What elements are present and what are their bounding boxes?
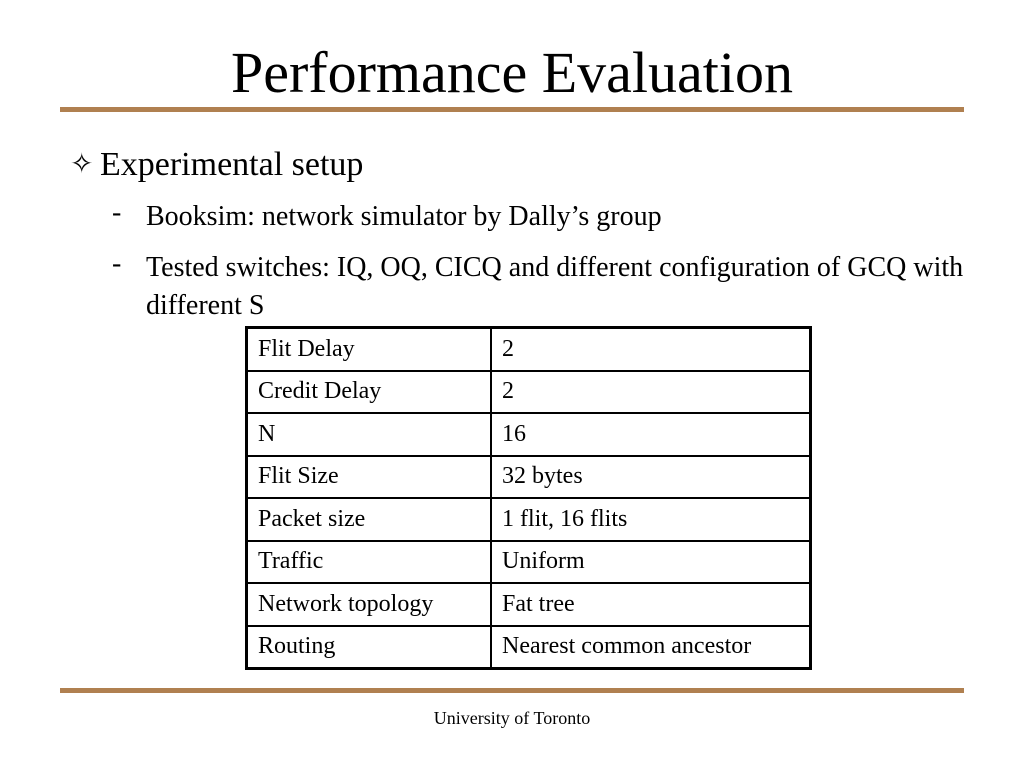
dash-marker: - — [112, 248, 122, 279]
sub-bullet-text: Booksim: network simulator by Dally’s gr… — [146, 201, 662, 232]
table-row: Packet size 1 flit, 16 flits — [245, 497, 812, 542]
top-divider — [60, 107, 964, 112]
param-cell: Traffic — [245, 539, 492, 584]
param-cell: Flit Size — [245, 454, 492, 499]
value-cell: 32 bytes — [490, 454, 812, 499]
value-cell: 2 — [490, 369, 812, 414]
value-cell: 16 — [490, 412, 812, 457]
param-cell: Flit Delay — [245, 326, 492, 372]
table-row: Traffic Uniform — [245, 539, 812, 584]
value-cell: Uniform — [490, 539, 812, 584]
param-cell: Packet size — [245, 497, 492, 542]
sub-bullet-text: Tested switches: IQ, OQ, CICQ and differ… — [146, 252, 964, 321]
value-cell: 2 — [490, 326, 812, 372]
table-row: Flit Delay 2 — [245, 326, 812, 372]
table-row: Credit Delay 2 — [245, 369, 812, 414]
table-row: Network topology Fat tree — [245, 582, 812, 627]
value-cell: Fat tree — [490, 582, 812, 627]
table-row: N 16 — [245, 412, 812, 457]
param-cell: Routing — [245, 624, 492, 670]
footer-text: University of Toronto — [433, 708, 591, 728]
table-row: Routing Nearest common ancestor — [245, 624, 812, 670]
bottom-divider — [60, 688, 964, 693]
value-cell: Nearest common ancestor — [490, 624, 812, 670]
slide-title: Performance Evaluation — [230, 40, 794, 105]
setup-table: Flit Delay 2 Credit Delay 2 N 16 Flit Si… — [245, 326, 812, 670]
table-row: Flit Size 32 bytes — [245, 454, 812, 499]
bullet-text: Experimental setup — [100, 146, 364, 183]
dash-marker: - — [112, 197, 122, 228]
value-cell: 1 flit, 16 flits — [490, 497, 812, 542]
param-cell: Credit Delay — [245, 369, 492, 414]
param-cell: Network topology — [245, 582, 492, 627]
diamond-outline-icon: ✧ — [70, 149, 94, 180]
param-cell: N — [245, 412, 492, 457]
bullet-experimental-setup: ✧ Experimental setup — [70, 145, 363, 185]
